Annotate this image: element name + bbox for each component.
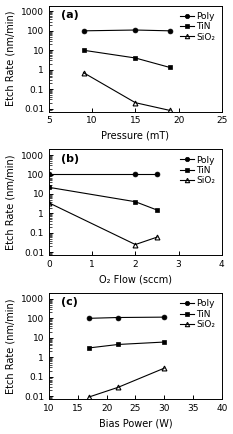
Poly	[163, 315, 166, 320]
Poly	[168, 28, 171, 33]
TiN	[134, 56, 137, 61]
TiN	[156, 207, 158, 213]
Line: Poly: Poly	[87, 315, 167, 321]
TiN	[88, 345, 91, 351]
X-axis label: Pressure (mT): Pressure (mT)	[101, 131, 169, 141]
SiO₂	[88, 395, 91, 400]
Y-axis label: Etch Rate (nm/min): Etch Rate (nm/min)	[6, 298, 16, 394]
TiN	[82, 48, 85, 53]
Poly	[134, 171, 137, 176]
SiO₂	[117, 385, 120, 390]
Legend: Poly, TiN, SiO₂: Poly, TiN, SiO₂	[178, 298, 217, 331]
Line: SiO₂: SiO₂	[47, 201, 159, 247]
Line: SiO₂: SiO₂	[81, 70, 172, 113]
Poly	[134, 27, 137, 33]
Poly	[82, 28, 85, 33]
Line: TiN: TiN	[87, 340, 167, 350]
Legend: Poly, TiN, SiO₂: Poly, TiN, SiO₂	[178, 10, 217, 43]
Line: TiN: TiN	[81, 48, 172, 70]
Poly	[48, 171, 50, 176]
SiO₂	[163, 365, 166, 371]
Y-axis label: Etch Rate (nm/min): Etch Rate (nm/min)	[6, 11, 16, 106]
TiN	[134, 199, 137, 204]
TiN	[163, 339, 166, 345]
Poly	[156, 171, 158, 176]
Text: (b): (b)	[61, 154, 79, 164]
Poly	[88, 316, 91, 321]
SiO₂	[134, 100, 137, 105]
Text: (a): (a)	[61, 10, 79, 20]
SiO₂	[156, 234, 158, 240]
SiO₂	[48, 200, 50, 205]
Line: TiN: TiN	[47, 185, 159, 212]
Poly	[117, 315, 120, 320]
Line: Poly: Poly	[81, 28, 172, 33]
X-axis label: O₂ Flow (sccm): O₂ Flow (sccm)	[99, 275, 172, 285]
TiN	[48, 185, 50, 190]
Legend: Poly, TiN, SiO₂: Poly, TiN, SiO₂	[178, 154, 217, 187]
SiO₂	[82, 70, 85, 75]
Line: Poly: Poly	[47, 171, 159, 176]
SiO₂	[134, 242, 137, 247]
Text: (c): (c)	[61, 297, 78, 307]
Line: SiO₂: SiO₂	[87, 366, 167, 399]
SiO₂	[168, 108, 171, 113]
TiN	[117, 342, 120, 347]
X-axis label: Bias Power (W): Bias Power (W)	[99, 418, 172, 428]
Y-axis label: Etch Rate (nm/min): Etch Rate (nm/min)	[6, 155, 16, 250]
TiN	[168, 65, 171, 70]
